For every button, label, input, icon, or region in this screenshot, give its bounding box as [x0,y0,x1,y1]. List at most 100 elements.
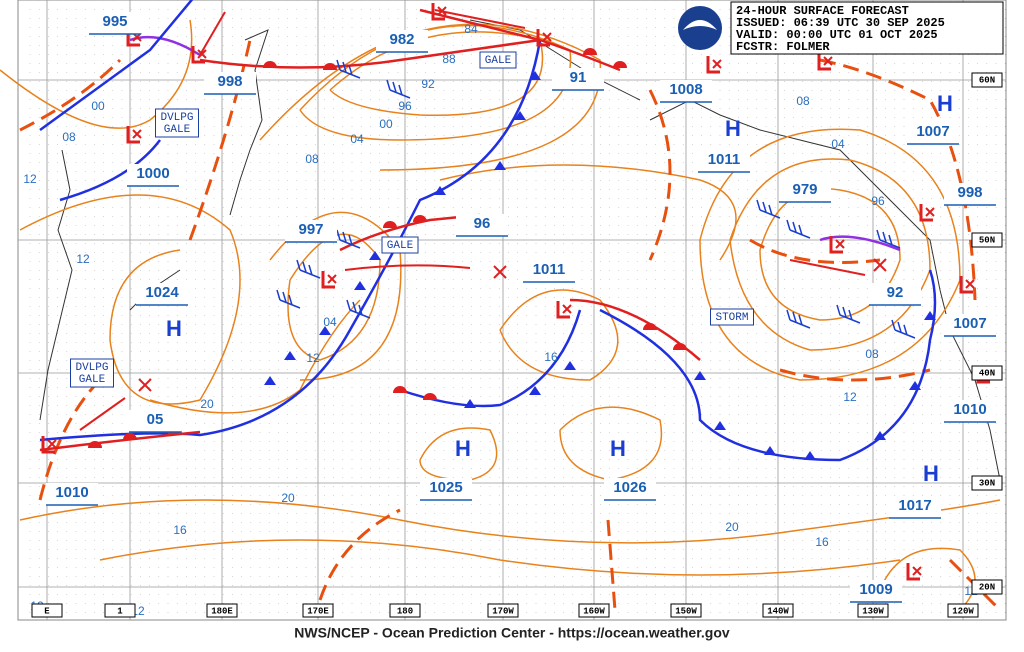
future-position [138,378,152,392]
isobar-label: 08 [865,347,879,361]
warning-text: GALE [387,240,414,252]
trough [819,58,977,301]
occluded-front [819,235,901,252]
low-symbol [431,3,445,21]
isobar-label: 12 [843,390,857,404]
front-bump [673,343,687,350]
isobar-label: 08 [62,130,76,144]
front-barb [354,281,366,290]
trough [318,508,401,601]
pressure-label: 96 [474,215,491,232]
isobar-label: 12 [76,252,90,266]
wind-barb [336,229,361,249]
lon-label-box [487,603,519,618]
front-barb [264,376,276,385]
low-symbol [919,204,933,222]
track-arrow [199,11,226,56]
isobar-label: 04 [350,132,364,146]
lat-label: 30N [979,478,995,488]
high-symbol: H [937,91,953,116]
pressure-label-bg [204,72,256,94]
pressure-label-bg [850,580,902,602]
future-position [493,265,507,279]
pressure-label: 1024 [145,284,179,301]
lat-label-box [971,232,1003,248]
isobar-label: 92 [421,77,435,91]
lat-label: 40N [979,368,995,378]
isobar [419,427,498,481]
header-box [730,1,1004,55]
isobar [729,158,931,351]
pressure-label: 1010 [55,484,88,501]
lat-label: 20N [979,582,995,592]
lat-label: 60N [979,75,995,85]
warning-text: DVLPG [160,112,193,124]
coastline [229,29,269,216]
lat-label-box [971,579,1003,595]
front-barb [764,446,776,455]
pressure-label: 998 [217,73,242,90]
lon-label: 1 [117,606,123,616]
pressure-label: 1011 [533,261,566,278]
warning-text: GALE [164,124,191,136]
wind-barb [386,79,411,99]
low-symbol [959,276,973,294]
lon-label-box [670,603,702,618]
pressure-label: 1009 [859,581,892,598]
pressure-label: 1000 [136,165,169,182]
isobar-label: 16 [544,350,558,364]
footer-credit: NWS/NCEP - Ocean Prediction Center - htt… [294,625,730,641]
lon-label: 130W [862,606,884,616]
lon-label: 170E [307,606,329,616]
lon-label-box [206,603,238,618]
front-barb [434,186,446,195]
front-barb [874,431,886,440]
isobar [559,406,663,481]
low-symbol [829,236,843,254]
front-bump [643,323,657,330]
isobar-label: 20 [281,491,295,505]
high-symbol: H [610,436,626,461]
pressure-label: 1026 [613,479,646,496]
lon-label: 170W [492,606,514,616]
low-symbol [41,436,55,454]
pressure-label-bg [523,260,575,282]
front-bump [383,221,397,228]
front-barb [564,361,576,370]
low-symbol [556,301,570,319]
low-cross [562,304,572,314]
low-symbol [126,126,140,144]
pressure-label: 1017 [898,497,931,514]
low-cross [197,49,207,59]
warning-box [70,358,114,388]
front-barb [529,71,541,80]
low-cross [912,566,922,576]
trough [38,378,102,501]
trough [749,238,881,264]
pressure-label: 1011 [708,151,741,168]
pressure-label-bg [779,180,831,202]
future-position [873,258,887,272]
isobar-label: 96 [871,194,885,208]
isobar-label: 20 [200,397,214,411]
noaa-logo [678,6,722,50]
pressure-label-bg [944,314,996,336]
front-bump [393,386,407,393]
lat-label: 50N [979,235,995,245]
low-symbol [191,46,205,64]
pressure-label: 05 [147,411,164,428]
lat-label-box [971,365,1003,381]
pressure-label: 995 [102,13,127,30]
pressure-label: 982 [389,31,414,48]
pressure-label-bg [285,220,337,242]
warm-front [419,8,621,72]
isobar [99,539,901,576]
pressure-label: 997 [298,221,323,238]
low-cross [925,207,935,217]
pressure-label: 1008 [669,81,702,98]
map-frame [17,0,1007,621]
isobar [0,19,193,129]
low-cross [835,239,845,249]
